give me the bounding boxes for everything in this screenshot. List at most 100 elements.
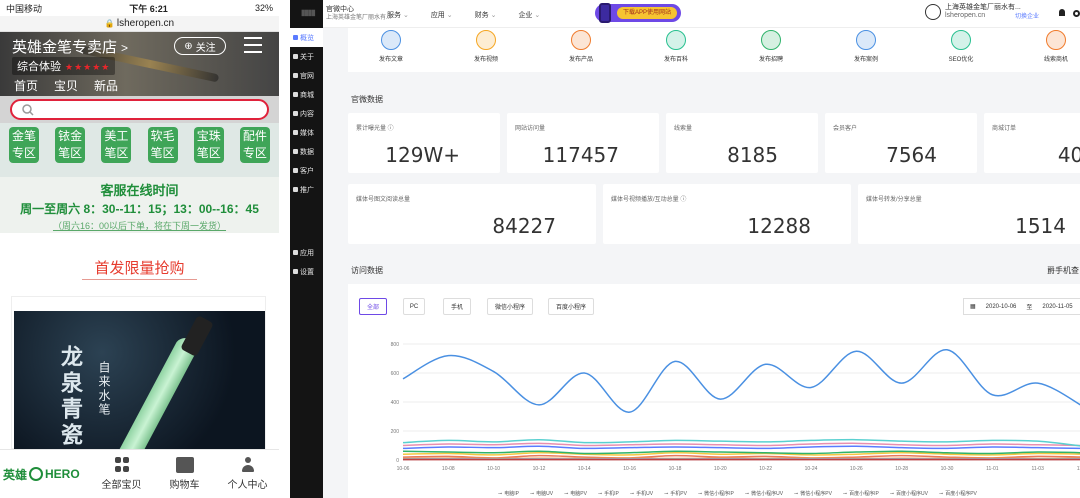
stat-card[interactable]: 媒体号转发/分享总量 1514 — [858, 184, 1080, 244]
sidebar-item-apps[interactable]: 应用 — [290, 243, 323, 262]
tool-5[interactable]: 发布案例 — [836, 30, 896, 63]
category-rollerball-pen[interactable]: 宝珠 笔区 — [193, 127, 224, 163]
nav-items[interactable]: 宝贝 — [54, 79, 79, 93]
filter-mobile-button[interactable]: 手机 — [443, 298, 471, 315]
x-tick-label: 10-22 — [759, 466, 772, 472]
x-tick-label: 10-10 — [487, 466, 500, 472]
tool-2[interactable]: 发布产品 — [551, 30, 611, 63]
apps-icon — [293, 250, 298, 255]
content-icon — [293, 111, 298, 116]
legend-item[interactable]: 百度小程序UV — [890, 490, 928, 497]
stat-card[interactable]: 媒体号图文阅读总量 84227 — [348, 184, 596, 244]
y-tick-label: 200 — [391, 429, 400, 435]
site-switcher[interactable]: 官微中心 上海英雄金笔厂丽水有... — [326, 5, 391, 23]
filter-all-button[interactable]: 全部 — [359, 298, 387, 315]
follow-button[interactable]: ⊕ 关注 — [174, 37, 226, 55]
tool-4[interactable]: 发布招聘 — [741, 30, 801, 63]
tab-cart[interactable]: 购物车 — [153, 457, 216, 491]
battery: 32% — [254, 3, 273, 13]
sidebar-item-data[interactable]: 数据 — [290, 142, 323, 161]
tool-3[interactable]: 发布百科 — [646, 30, 706, 63]
visit-chart-panel: 全部 PC 手机 微信小程序 百度小程序 ▦ 2020-10-06 至 2020… — [348, 284, 1080, 498]
category-iridium-pen[interactable]: 铱金 笔区 — [55, 127, 86, 163]
search-area — [0, 96, 279, 123]
stat-card[interactable]: 网站访问量 117457 — [507, 113, 659, 173]
legend-item[interactable]: 手机IP — [598, 490, 619, 497]
filter-baidu-button[interactable]: 百度小程序 — [548, 298, 594, 315]
top-menu: 服务 应用 财务 企业 — [387, 10, 540, 20]
hero-logo: 英雄 HERO — [3, 467, 80, 482]
tool-label: 发布百科 — [663, 57, 688, 63]
sidebar-item-content[interactable]: 内容 — [290, 104, 323, 123]
stat-card[interactable]: 累计曝光量 ⓘ 129W+ — [348, 113, 500, 173]
stat-card[interactable]: 媒体号视频播放/互动总量 ⓘ 12288 — [603, 184, 851, 244]
date-to: 2020-11-05 — [1042, 303, 1073, 310]
date-range-picker[interactable]: ▦ 2020-10-06 至 2020-11-05 — [963, 298, 1080, 315]
sidebar-item-customers[interactable]: 客户 — [290, 161, 323, 180]
filter-wechat-button[interactable]: 微信小程序 — [487, 298, 533, 315]
sidebar-item-media[interactable]: 媒体 — [290, 123, 323, 142]
stat-card[interactable]: 商城订单 402 — [984, 113, 1080, 173]
legend-item[interactable]: 手机UV — [630, 490, 653, 497]
promo-card[interactable]: 龙泉青瓷 自来水笔 — [11, 296, 266, 450]
url-bar[interactable]: 🔒 lsheropen.cn — [0, 16, 279, 32]
legend-item[interactable]: 电脑UV — [530, 490, 553, 497]
legend-item[interactable]: 微信小程序IP — [698, 490, 734, 497]
stat-label: 商城订单 — [992, 126, 1017, 132]
legend-item[interactable]: 微信小程序PV — [794, 490, 832, 497]
sidebar-item-mall[interactable]: 商城 — [290, 85, 323, 104]
legend-item[interactable]: 手机PV — [664, 490, 687, 497]
legend-item[interactable]: 微信小程序UV — [745, 490, 783, 497]
stat-card[interactable]: 会员客户 7564 — [825, 113, 977, 173]
gear-icon[interactable] — [1073, 10, 1080, 17]
stat-card[interactable]: 线索量 8185 — [666, 113, 818, 173]
tool-7[interactable]: 线索商机 — [1026, 30, 1080, 63]
org-info[interactable]: 上海英雄金笔厂丽水有... lsheropen.cn — [925, 4, 1021, 20]
tool-0[interactable]: 发布文章 — [361, 30, 421, 63]
bell-icon[interactable] — [1059, 9, 1065, 16]
switch-org-link[interactable]: 切换企业 — [1015, 14, 1040, 20]
tool-label: 线索商机 — [1043, 57, 1068, 63]
menu-icon[interactable] — [244, 37, 262, 58]
tool-6[interactable]: SEO优化 — [931, 30, 991, 63]
shop-name[interactable]: 英雄金笔专卖店 > — [12, 39, 129, 56]
legend-item[interactable]: 电脑IP — [498, 490, 519, 497]
legend-item[interactable]: 百度小程序PV — [939, 490, 977, 497]
category-gold-pen[interactable]: 金笔 专区 — [9, 127, 39, 163]
menu-services[interactable]: 服务 — [387, 10, 409, 20]
stat-value: 12288 — [747, 214, 811, 238]
menu-finance[interactable]: 财务 — [475, 10, 497, 20]
category-brush-pen[interactable]: 软毛 笔区 — [147, 127, 178, 163]
tool-1[interactable]: 发布视频 — [456, 30, 516, 63]
sidebar-item-settings[interactable]: 设置 — [290, 262, 323, 281]
sidebar-item-overview[interactable]: 概览 — [290, 28, 323, 47]
x-tick-label: 10-30 — [941, 466, 954, 472]
tab-all-items[interactable]: 全部宝贝 — [90, 457, 153, 491]
sidebar-item-website[interactable]: 官网 — [290, 66, 323, 85]
legend-item[interactable]: 电脑PV — [564, 490, 587, 497]
menu-apps[interactable]: 应用 — [431, 10, 453, 20]
shop-header: 英雄金笔专卖店 > 综合体验 ★★★★★ ⊕ 关注 首页 宝贝 新品 — [0, 32, 279, 96]
tab-profile[interactable]: 个人中心 — [216, 457, 279, 491]
legend-item[interactable]: 百度小程序IP — [843, 490, 879, 497]
filter-pc-button[interactable]: PC — [403, 298, 425, 315]
category-art-pen[interactable]: 美工 笔区 — [101, 127, 132, 163]
category-accessories[interactable]: 配件 专区 — [239, 127, 270, 163]
section-mobile-link[interactable]: 爵手机查 — [1047, 266, 1079, 275]
x-tick-label: 10-12 — [533, 466, 546, 472]
download-app-button[interactable]: 下载APP使用网站 — [595, 3, 681, 23]
tool-label: 发布招聘 — [758, 57, 783, 63]
menu-enterprise[interactable]: 企业 — [518, 10, 540, 20]
stat-value: 129W+ — [385, 143, 460, 167]
y-tick-label: 400 — [391, 400, 400, 406]
nav-home[interactable]: 首页 — [14, 79, 39, 93]
stat-label: 累计曝光量 ⓘ — [356, 126, 394, 132]
search-input[interactable] — [10, 99, 269, 120]
nav-new[interactable]: 新品 — [94, 79, 119, 93]
service-hours-panel: 客服在线时间 周一至周六 8：30--11：15；13：00--16：45 （周… — [0, 177, 279, 233]
shop-nav: 首页 宝贝 新品 — [0, 77, 118, 94]
sidebar-item-promotion[interactable]: 推广 — [290, 180, 323, 199]
tool-icon — [761, 30, 781, 50]
sidebar-item-about[interactable]: 关于 — [290, 47, 323, 66]
service-note: （周六16：00以后下单，将在下周一发货） — [52, 221, 227, 231]
